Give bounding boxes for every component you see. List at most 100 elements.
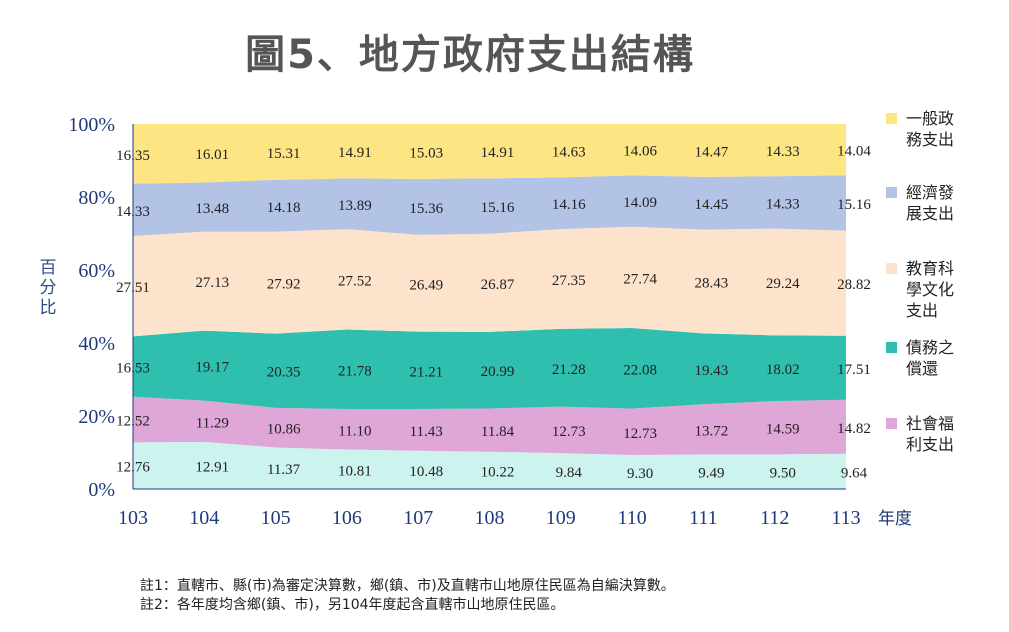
x-tick-label: 111 <box>689 507 718 529</box>
data-label: 28.43 <box>695 275 729 291</box>
data-label: 13.89 <box>338 198 372 214</box>
data-label: 10.81 <box>338 463 372 479</box>
legend-label: 經濟發 <box>906 183 954 202</box>
data-label: 15.16 <box>481 200 515 216</box>
x-tick-label: 103 <box>118 507 148 529</box>
x-tick-label: 104 <box>189 507 219 529</box>
data-label: 22.08 <box>623 362 657 378</box>
area-band-4 <box>133 226 846 337</box>
data-label: 13.48 <box>195 201 229 217</box>
data-label: 29.24 <box>766 276 800 292</box>
data-label: 27.13 <box>195 275 229 291</box>
data-label: 10.86 <box>267 422 301 438</box>
data-label: 12.73 <box>552 424 586 440</box>
y-tick-label: 0% <box>88 479 115 501</box>
data-label: 11.29 <box>196 415 229 431</box>
data-label: 28.82 <box>837 277 871 293</box>
data-label: 14.09 <box>623 195 657 211</box>
footnote-1: 註1：直轄市、縣(市)為審定決算數，鄉(鎮、市)及直轄市山地原住民區為自編決算數… <box>140 578 675 594</box>
legend-swatch <box>886 263 897 274</box>
legend-swatch <box>886 113 897 124</box>
data-label: 14.04 <box>837 144 871 160</box>
footnotes: 註1：直轄市、縣(市)為審定決算數，鄉(鎮、市)及直轄市山地原住民區為自編決算數… <box>140 577 675 615</box>
x-tick-label: 113 <box>831 507 860 529</box>
data-label: 14.47 <box>695 144 729 160</box>
data-label: 14.82 <box>837 421 871 437</box>
data-label: 14.06 <box>623 144 657 160</box>
data-label: 9.84 <box>556 465 583 481</box>
area-band-1 <box>133 441 846 489</box>
x-tick-label: 106 <box>332 507 362 529</box>
area-band-6 <box>133 124 846 184</box>
data-label: 9.64 <box>841 465 868 481</box>
data-label: 14.59 <box>766 422 800 438</box>
data-label: 15.36 <box>409 201 443 217</box>
footnote-2: 註2：各年度均含鄉(鎮、市)，另104年度起含直轄市山地原住民區。 <box>140 597 565 613</box>
legend-label: 展支出 <box>906 204 954 223</box>
data-label: 9.49 <box>698 466 724 482</box>
x-tick-label: 105 <box>261 507 291 529</box>
data-label: 10.22 <box>481 464 515 480</box>
data-label: 14.33 <box>766 144 800 160</box>
data-label: 16.01 <box>195 147 229 163</box>
area-band-2 <box>133 396 846 456</box>
data-label: 27.74 <box>623 271 657 287</box>
data-label: 15.31 <box>267 146 301 162</box>
y-tick-label: 60% <box>78 260 115 282</box>
stacked-area-chart: 12.76 12.91 11.37 10.81 10.48 10.22 9.84 9.30 9.… <box>68 109 954 529</box>
data-label: 21.28 <box>552 362 586 378</box>
chart-title: 圖5、地方政府支出結構 <box>245 32 695 78</box>
legend-label: 學文化 <box>906 280 954 299</box>
y-tick-label: 20% <box>78 406 115 428</box>
legend-label: 社會福 <box>906 414 954 433</box>
data-label: 11.10 <box>338 423 371 439</box>
data-label: 21.21 <box>409 364 443 380</box>
data-label: 21.78 <box>338 363 372 379</box>
data-label: 27.92 <box>267 277 301 293</box>
y-tick-label: 40% <box>78 333 115 355</box>
data-label: 10.48 <box>409 464 443 480</box>
data-label: 27.52 <box>338 273 372 289</box>
data-label: 15.03 <box>409 145 443 161</box>
y-axis-label-text: 百分比 <box>39 258 57 318</box>
y-axis-label: 百分比 <box>36 258 60 318</box>
x-axis-label: 年度 <box>878 509 912 529</box>
data-label: 11.43 <box>410 424 443 440</box>
legend-label: 償還 <box>906 359 938 378</box>
data-label: 18.02 <box>766 362 800 378</box>
legend-swatch <box>886 187 897 198</box>
data-label: 9.30 <box>627 466 653 482</box>
data-label: 17.51 <box>837 362 871 378</box>
data-label: 20.35 <box>267 365 301 381</box>
data-label: 12.73 <box>623 426 657 442</box>
legend-label: 教育科 <box>906 259 954 278</box>
legend-swatch <box>886 342 897 353</box>
data-label: 15.16 <box>837 197 871 213</box>
data-label: 14.18 <box>267 200 301 216</box>
data-label: 13.72 <box>695 423 729 439</box>
legend-label: 利支出 <box>906 435 954 454</box>
y-tick-label: 100% <box>68 114 115 136</box>
x-tick-label: 112 <box>760 507 789 529</box>
area-band-5 <box>133 175 846 236</box>
x-tick-label: 107 <box>403 507 433 529</box>
data-label: 14.91 <box>481 145 515 161</box>
data-label: 20.99 <box>481 364 515 380</box>
data-label: 26.87 <box>481 277 515 293</box>
legend-label: 支出 <box>906 301 938 320</box>
data-label: 14.33 <box>766 196 800 212</box>
data-label: 14.91 <box>338 145 372 161</box>
data-label: 19.43 <box>695 363 729 379</box>
data-label: 26.49 <box>409 277 443 293</box>
data-label: 27.35 <box>552 273 586 289</box>
data-label: 11.37 <box>267 462 301 478</box>
data-label: 14.45 <box>695 197 729 213</box>
x-tick-label: 108 <box>475 507 505 529</box>
data-label: 11.84 <box>481 424 515 440</box>
x-tick-label: 110 <box>617 507 646 529</box>
data-label: 14.63 <box>552 145 586 161</box>
data-label: 9.50 <box>770 466 796 482</box>
area-band-3 <box>133 327 846 410</box>
y-tick-label: 80% <box>78 187 115 209</box>
data-label: 12.91 <box>195 459 229 475</box>
